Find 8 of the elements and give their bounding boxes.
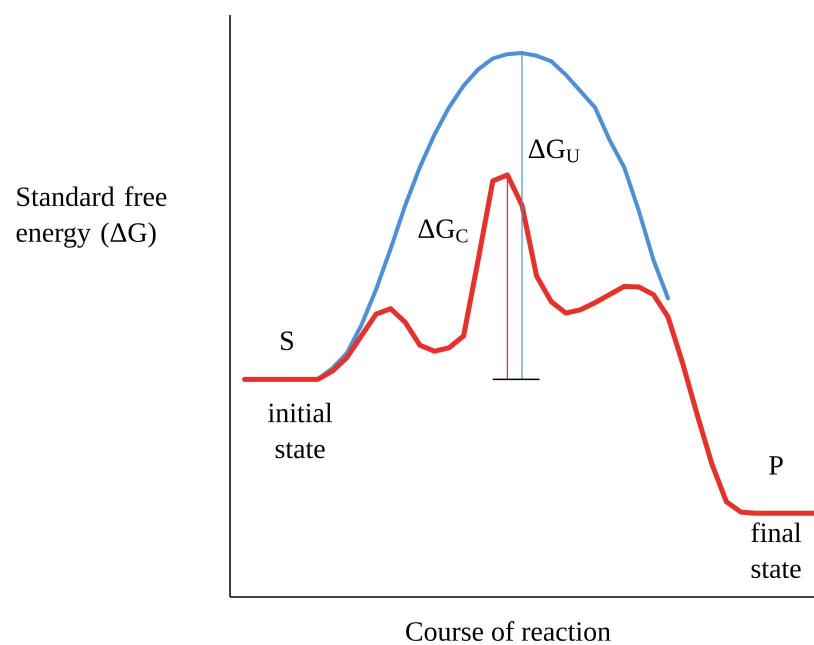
annotation: ΔG$_{C}$ [418, 219, 468, 242]
y-axis-title: Standard free energy (ΔG) [16, 186, 166, 248]
annotation: ΔG$_{U}$ [528, 140, 580, 162]
x-axis-title: Course of reaction [406, 621, 611, 641]
annotation: S [281, 331, 293, 350]
annotation: final state [751, 522, 802, 578]
annotation: P [769, 456, 783, 474]
annotation: initial state [268, 402, 332, 458]
